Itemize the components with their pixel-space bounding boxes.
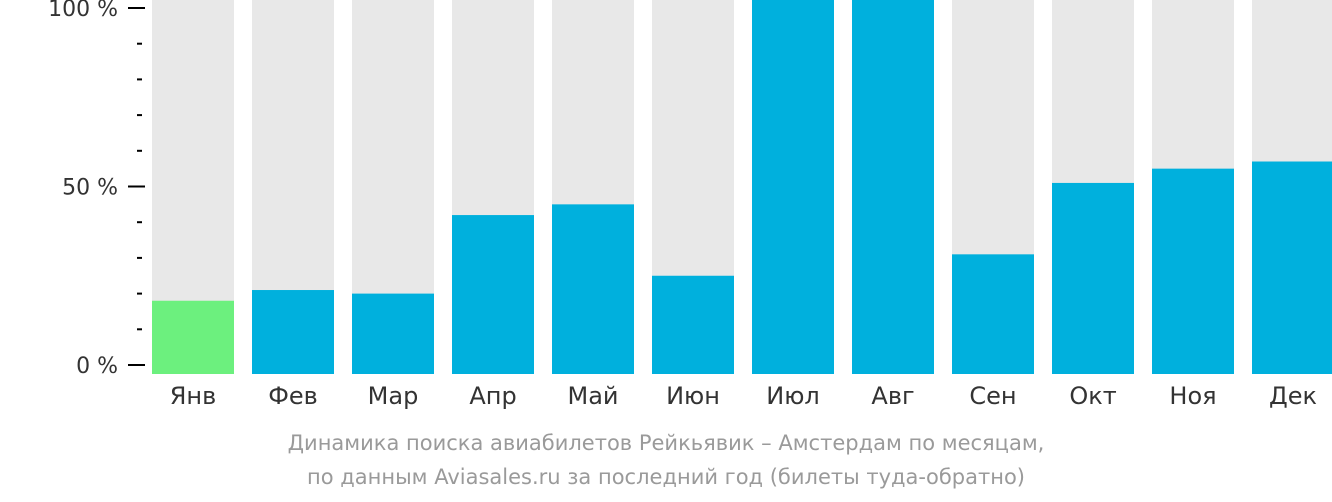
x-tick-label: Янв [170,382,217,410]
bar [252,290,334,374]
y-tick-label: 50 % [62,176,118,201]
y-tick-label: 0 % [76,354,118,379]
bar [1052,182,1134,374]
x-tick-label: Апр [469,382,516,410]
bar [852,0,934,374]
bar [752,0,834,374]
bar [452,215,534,374]
caption-line-1: Динамика поиска авиабилетов Рейкьявик – … [287,431,1045,455]
chart-caption: Динамика поиска авиабилетов Рейкьявик – … [0,426,1332,494]
x-tick-label: Окт [1069,382,1116,410]
x-tick-label: Фев [268,382,318,410]
x-tick-label: Май [567,382,618,410]
x-tick-label: Сен [969,382,1016,410]
x-tick-label: Дек [1269,382,1317,410]
caption-line-2: по данным Aviasales.ru за последний год … [307,465,1025,489]
x-tick-label: Июн [666,382,720,410]
bar-chart: Янв Фев Мар Апр Май Июн Июл Авг Сен Окт Ноя Дек 0 % 5… [48,0,1332,410]
bar [352,293,434,374]
x-tick-label: Июл [766,382,820,410]
x-tick-label: Мар [368,382,419,410]
y-tick-label: 100 % [48,0,118,22]
x-tick-label: Авг [871,382,914,410]
bar [952,254,1034,374]
bar [552,204,634,374]
x-tick-label: Ноя [1169,382,1216,410]
bar [652,275,734,374]
bar [152,300,234,374]
bar [1252,161,1332,374]
bar [1152,168,1234,374]
